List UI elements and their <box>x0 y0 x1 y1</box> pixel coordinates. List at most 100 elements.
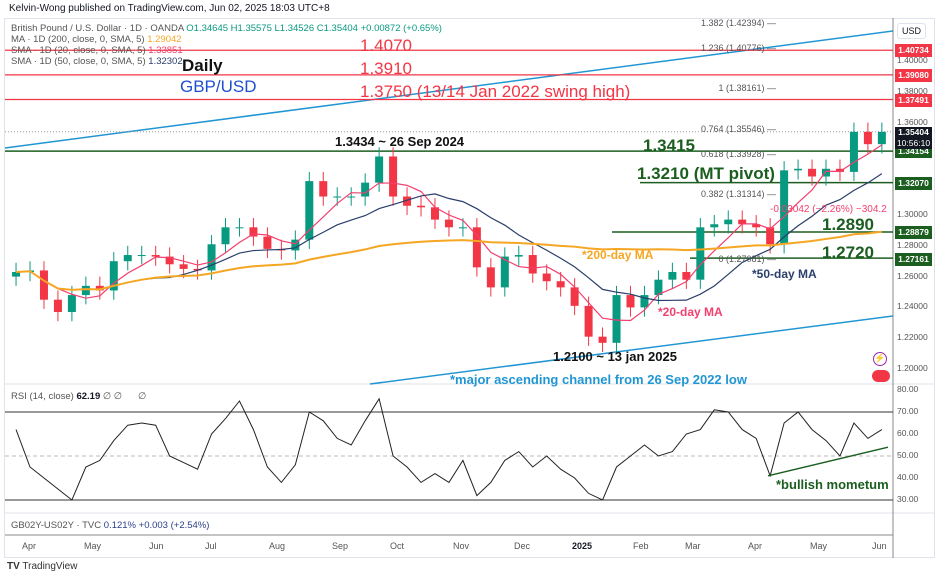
candle-body <box>668 271 677 280</box>
candle-body <box>514 255 523 257</box>
measure-label: -0.03042 (−2.26%) −304.2 <box>770 204 887 215</box>
candle-body <box>291 239 300 251</box>
chart-frame <box>4 18 935 558</box>
candle-body <box>584 305 593 337</box>
price-level-badge: 1.28879 <box>895 226 932 240</box>
jan-low-label: 1.2100 ~ 13 jan 2025 <box>553 349 677 364</box>
last-price-badge: 1.35404 10:56:10 <box>895 127 932 149</box>
candle-body <box>249 227 258 237</box>
ma200-legend[interactable]: MA · 1D (200, close, 0, SMA, 5) 1.29042 <box>11 34 182 45</box>
support-label-4: 1.2720 <box>822 243 874 262</box>
candle-body <box>81 285 90 296</box>
candle-body <box>235 227 244 229</box>
spread-value: 0.121% <box>103 520 136 531</box>
candle-body <box>696 227 705 280</box>
time-tick: 2025 <box>572 541 593 551</box>
brand-name: TradingView <box>22 561 78 572</box>
sma50-legend[interactable]: SMA · 1D (50, close, 0, SMA, 5) 1.32302 <box>11 56 183 67</box>
candle-body <box>39 270 48 300</box>
time-tick: Feb <box>633 541 649 551</box>
time-tick: Aug <box>269 541 286 551</box>
rsi-value: 62.19 <box>76 391 101 402</box>
candle-body <box>333 196 342 198</box>
rsi-annotation: *bullish mometum <box>776 477 889 492</box>
candle-body <box>822 168 831 177</box>
rsi-label: RSI (14, close) <box>11 391 74 402</box>
price-level-badge: 1.37491 <box>895 93 932 107</box>
time-tick: Apr <box>748 541 763 551</box>
sma20-line <box>16 144 883 322</box>
candle-body <box>123 255 132 262</box>
spread-change: +0.003 (+2.54%) <box>138 520 210 531</box>
sma20-legend[interactable]: SMA · 1D (20, close, 0, SMA, 5) 1.33851 <box>11 45 183 56</box>
price-tick: 1.22000 <box>897 332 928 343</box>
fib-level-label: 1.382 (1.42394) — <box>700 18 776 29</box>
candle-body <box>598 336 607 343</box>
ma20-annotation: *20-day MA <box>658 305 723 319</box>
lightning-icon[interactable]: ⚡ <box>873 352 887 366</box>
channel-label: *major ascending channel from 26 Sep 202… <box>450 372 747 387</box>
ma200-label: MA · 1D (200, close, 0, SMA, 5) <box>11 34 145 45</box>
fib-level-label: 1 (1.38161) — <box>718 83 776 94</box>
publisher-line: Kelvin-Wong published on TradingView.com… <box>9 3 330 14</box>
ohlc-change: +0.00872 (+0.65%) <box>360 23 442 34</box>
bar-countdown: 10:56:10 <box>896 138 931 148</box>
fib-level-label: 1.236 (1.40776) — <box>700 43 776 54</box>
candle-body <box>472 227 481 268</box>
symbol-legend: British Pound / U.S. Dollar · 1D · OANDA… <box>11 23 442 34</box>
candle-body <box>724 219 733 225</box>
candle-body <box>556 281 565 288</box>
candle-body <box>794 168 803 171</box>
price-tick: 1.38000 <box>897 85 928 96</box>
candle-body <box>165 256 174 265</box>
candle-body <box>305 181 314 240</box>
candle-body <box>808 168 817 177</box>
rsi-tick: 80.00 <box>897 384 919 394</box>
candle-body <box>612 295 621 343</box>
candle-body <box>835 168 844 172</box>
time-tick: Jun <box>149 541 164 551</box>
tradingview-logo[interactable]: TV TradingView <box>7 561 78 572</box>
candle-body <box>738 219 747 225</box>
price-tick: 1.26000 <box>897 270 928 281</box>
resistance-label-1: 1.4070 <box>360 36 412 55</box>
candle-body <box>626 295 635 308</box>
flag-icon[interactable] <box>872 370 890 382</box>
candle-body <box>682 271 691 280</box>
timeframe-label: Daily <box>182 56 223 75</box>
price-level-badge: 1.32070 <box>895 177 932 191</box>
resistance-label-3: 1.3750 (13/14 Jan 2022 swing high) <box>360 82 631 101</box>
fib-level-label: 0.382 (1.31314) — <box>700 188 776 199</box>
channel-lower-line <box>369 315 894 385</box>
price-level-badge: 1.27161 <box>895 252 932 266</box>
rsi-tick: 40.00 <box>897 472 919 482</box>
sma20-label: SMA · 1D (20, close, 0, SMA, 5) <box>11 45 146 56</box>
price-tick: 1.40000 <box>897 55 928 65</box>
time-tick: May <box>84 541 102 551</box>
ma200-value: 1.29042 <box>147 34 182 45</box>
ma50-annotation: *50-day MA <box>752 267 817 281</box>
candle-body <box>444 219 453 228</box>
fib-level-label: 0 (1.27081) — <box>718 253 776 264</box>
rsi-tick: 60.00 <box>897 428 919 438</box>
candle-body <box>53 299 62 313</box>
spread-legend[interactable]: GB02Y-US02Y · TVC 0.121% +0.003 (+2.54%) <box>11 520 209 531</box>
price-tick: 1.20000 <box>897 363 928 373</box>
currency-label[interactable]: USD <box>897 23 927 39</box>
candle-body <box>542 273 551 282</box>
price-tick: 1.24000 <box>897 301 928 312</box>
candle-body <box>417 205 426 208</box>
rsi-legend[interactable]: RSI (14, close) 62.19 ∅ ∅ ∅ <box>11 391 146 402</box>
candle-body <box>654 279 663 296</box>
candle-body <box>179 264 188 269</box>
candle-body <box>458 227 467 229</box>
price-level-badge: 1.39080 <box>895 69 932 83</box>
candle-body <box>319 181 328 197</box>
support-label-2: 1.3210 (MT pivot) <box>637 164 775 183</box>
candle-body <box>263 236 272 249</box>
ma200-line <box>15 230 882 291</box>
pair-label: GBP/USD <box>180 77 257 96</box>
support-label-3: 1.2890 <box>822 215 874 234</box>
resistance-label-2: 1.3910 <box>360 59 412 78</box>
